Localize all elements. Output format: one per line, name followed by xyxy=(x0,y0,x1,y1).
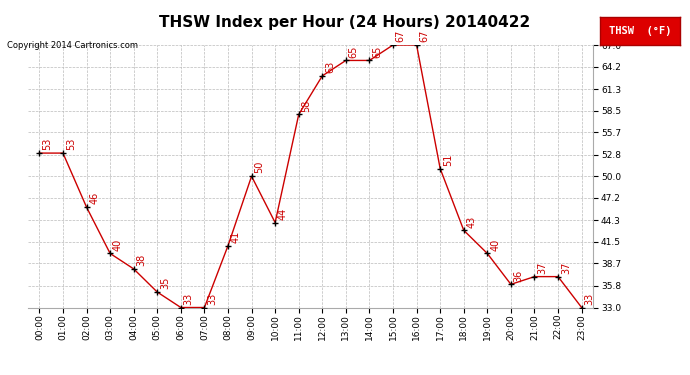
Text: 33: 33 xyxy=(207,292,217,305)
Text: Copyright 2014 Cartronics.com: Copyright 2014 Cartronics.com xyxy=(7,41,138,50)
Text: 38: 38 xyxy=(137,254,146,266)
Text: 51: 51 xyxy=(443,153,453,166)
Text: 40: 40 xyxy=(490,238,500,250)
Text: 63: 63 xyxy=(325,61,335,73)
Text: 33: 33 xyxy=(184,292,194,305)
Text: 53: 53 xyxy=(66,138,76,150)
Text: 37: 37 xyxy=(538,261,547,274)
Text: 36: 36 xyxy=(513,269,524,282)
Text: 43: 43 xyxy=(466,215,477,228)
Text: 44: 44 xyxy=(278,207,288,220)
Text: THSW  (°F): THSW (°F) xyxy=(609,26,671,36)
Text: 33: 33 xyxy=(584,292,594,305)
Text: 37: 37 xyxy=(561,261,571,274)
Text: 67: 67 xyxy=(396,30,406,42)
Text: 50: 50 xyxy=(255,161,264,174)
Text: 67: 67 xyxy=(420,30,429,42)
Text: 35: 35 xyxy=(160,277,170,289)
Text: 65: 65 xyxy=(348,45,359,58)
Text: 46: 46 xyxy=(89,192,99,204)
Text: 40: 40 xyxy=(113,238,123,250)
Text: 41: 41 xyxy=(230,231,241,243)
Text: 53: 53 xyxy=(42,138,52,150)
Text: 65: 65 xyxy=(372,45,382,58)
Text: 58: 58 xyxy=(302,99,311,112)
Text: THSW Index per Hour (24 Hours) 20140422: THSW Index per Hour (24 Hours) 20140422 xyxy=(159,15,531,30)
